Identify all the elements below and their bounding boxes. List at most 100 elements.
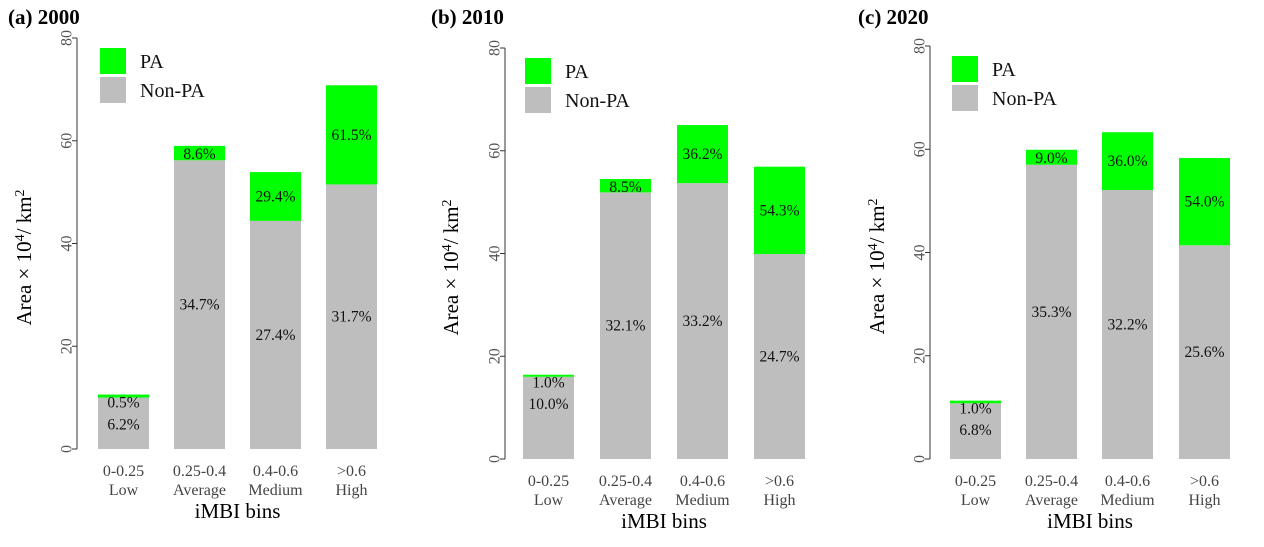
bar-label-non-pa: 31.7% — [331, 309, 371, 326]
bar-pa — [754, 166, 805, 255]
y-tick-label: 20 — [912, 348, 929, 364]
legend-swatch-non-pa — [100, 77, 126, 103]
x-tick-label: >0.6 — [1190, 473, 1219, 490]
y-tick-label: 80 — [59, 30, 76, 46]
bar-label-non-pa: 32.2% — [1107, 317, 1147, 334]
bar-label-non-pa: 34.7% — [179, 297, 219, 314]
x-tick-label: 0-0.25 — [955, 473, 996, 490]
legend-swatch-non-pa — [525, 87, 551, 113]
chart-panel-2: (b) 2010 0 20 40 60 80 Area × 104/ km2 1.0% 10.0… — [431, 5, 805, 533]
bar-non-pa — [677, 183, 728, 459]
bar-label-pa: 54.0% — [1184, 194, 1224, 211]
bar-label-non-pa: 32.1% — [605, 318, 645, 335]
bar-non-pa — [1026, 164, 1077, 460]
bar-non-pa — [174, 160, 225, 449]
bar-non-pa — [98, 397, 149, 449]
x-tick-label: 0-0.25 — [528, 473, 569, 490]
bar-non-pa — [754, 254, 805, 459]
x-tick-label: 0.25-0.4 — [173, 463, 226, 480]
bar-non-pa — [523, 376, 574, 459]
y-axis-label-superscript: 4 — [866, 243, 881, 250]
bar-pa — [950, 400, 1001, 404]
x-tick-sublabel: High — [764, 492, 796, 509]
bar-label-pa: 1.0% — [532, 375, 564, 392]
bar-pa — [250, 172, 301, 221]
y-tick-label: 40 — [59, 236, 76, 252]
legend-label: PA — [565, 61, 589, 83]
x-tick-label: 0.4-0.6 — [253, 463, 298, 480]
bar-label-pa: 8.5% — [609, 179, 641, 196]
y-axis-label-part: / km — [865, 205, 889, 243]
x-tick-label: >0.6 — [337, 463, 366, 480]
x-tick-label: 0.25-0.4 — [1025, 473, 1078, 490]
y-tick-label: 0 — [487, 455, 504, 463]
y-tick-label: 0 — [912, 455, 929, 463]
y-tick-label: 80 — [912, 38, 929, 54]
x-tick-sublabel: Average — [599, 492, 652, 509]
legend-swatch-pa — [952, 56, 978, 82]
y-tick-label: 0 — [59, 445, 76, 453]
bar-label-non-pa: 27.4% — [255, 327, 295, 344]
bar-label-pa: 36.0% — [1107, 153, 1147, 170]
x-axis-label: iMBI bins — [1047, 509, 1133, 533]
x-tick-sublabel: Medium — [248, 482, 303, 499]
bar-pa — [1102, 132, 1153, 191]
panel-title: (c) 2020 — [858, 5, 929, 29]
chart-panel-1: (a) 2000 0 20 40 60 80 Area × 104/ km2 0.5% 6.2%… — [8, 5, 377, 523]
y-axis-label-superscript: 2 — [866, 198, 881, 205]
y-tick-label: 20 — [59, 338, 76, 354]
y-tick-label: 20 — [487, 348, 504, 364]
x-tick-label: 0.25-0.4 — [599, 473, 652, 490]
x-tick-sublabel: High — [336, 482, 368, 499]
legend-label: Non-PA — [992, 88, 1057, 110]
x-tick-sublabel: Average — [173, 482, 226, 499]
bar-non-pa — [1102, 190, 1153, 459]
bar-pa — [174, 145, 225, 161]
bar-label-non-pa: 33.2% — [682, 313, 722, 330]
bar-non-pa — [950, 403, 1001, 459]
x-tick-sublabel: High — [1189, 492, 1221, 509]
bar-label-non-pa: 6.8% — [959, 422, 991, 439]
x-tick-label: 0.4-0.6 — [1105, 473, 1150, 490]
bar-pa — [677, 125, 728, 184]
bar-label-pa: 1.0% — [959, 401, 991, 418]
bar-pa — [98, 394, 149, 398]
bar-non-pa — [600, 192, 651, 459]
bar-pa — [600, 179, 651, 193]
x-tick-sublabel: Low — [534, 492, 564, 509]
bar-label-pa: 61.5% — [331, 127, 371, 144]
y-axis-label-superscript: 2 — [13, 189, 28, 196]
x-tick-label: 0.4-0.6 — [680, 473, 725, 490]
x-axis-label: iMBI bins — [195, 499, 281, 523]
y-axis-label-part: / km — [12, 196, 36, 234]
y-axis-label-superscript: 4 — [440, 244, 455, 251]
bar-pa — [1026, 149, 1077, 165]
y-axis-label-part: Area × 10 — [439, 251, 463, 335]
bar-label-non-pa: 25.6% — [1184, 344, 1224, 361]
legend-label: Non-PA — [140, 80, 205, 102]
bar-pa — [1179, 158, 1230, 246]
y-tick-label: 60 — [912, 141, 929, 157]
legend-label: PA — [140, 51, 164, 73]
y-tick-label: 60 — [59, 133, 76, 149]
y-axis-label-superscript: 4 — [13, 234, 28, 241]
x-tick-label: 0-0.25 — [103, 463, 144, 480]
bar-label-non-pa: 24.7% — [759, 349, 799, 366]
x-tick-sublabel: Average — [1025, 492, 1078, 509]
y-axis-label: Area × 104/ km2 — [12, 189, 36, 325]
y-axis-label-part: / km — [439, 206, 463, 244]
bar-label-pa: 36.2% — [682, 146, 722, 163]
x-tick-sublabel: Low — [109, 482, 139, 499]
bar-non-pa — [1179, 245, 1230, 459]
y-tick-label: 80 — [487, 40, 504, 56]
bar-pa — [326, 85, 377, 185]
y-tick-label: 40 — [912, 245, 929, 261]
legend-label: PA — [992, 59, 1016, 81]
x-tick-sublabel: Medium — [675, 492, 730, 509]
bar-label-pa: 8.6% — [183, 146, 215, 163]
bar-non-pa — [250, 220, 301, 449]
y-tick-label: 60 — [487, 143, 504, 159]
bar-pa — [523, 374, 574, 377]
bar-non-pa — [326, 184, 377, 449]
